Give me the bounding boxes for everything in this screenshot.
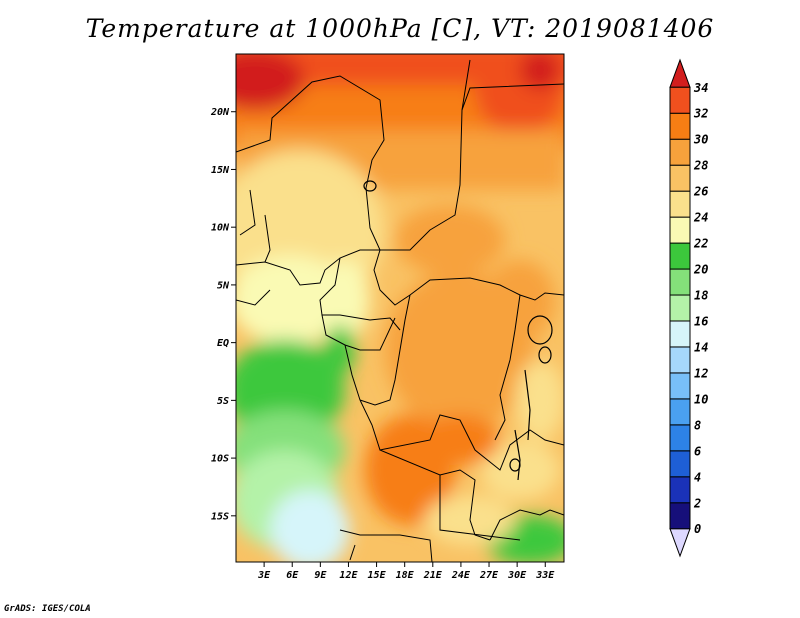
colorbar-swatch [669, 138, 691, 166]
colorbar-swatch [669, 398, 691, 426]
lakes [363, 180, 553, 481]
credit-label: GrADS: IGES/COLA [4, 604, 91, 614]
colorbar-level-label: 16 [694, 314, 708, 328]
lat-tick-label: 10N [211, 223, 230, 234]
lat-tick-label: 5S [217, 396, 229, 407]
colorbar-swatch [669, 216, 691, 244]
lon-tick-label: 24E [451, 570, 471, 581]
lat-tick-label: 15N [211, 165, 230, 176]
lon-tick-label: 18E [396, 570, 415, 581]
colorbar-swatch [669, 320, 691, 348]
colorbar-level-label: 6 [694, 444, 701, 458]
lon-tick-label: 9E [314, 570, 327, 581]
colorbar-level-label: 24 [693, 211, 708, 225]
map-frame [235, 53, 565, 563]
colorbar-level-label: 32 [693, 107, 708, 121]
colorbar-min-arrow [669, 528, 691, 558]
lon-tick-label: 12E [339, 570, 358, 581]
map-axes: 20N 15N 10N 5N EQ 5S 10S 15S 3E 6E 9E 12E 15E 18E 21E 2… [210, 107, 555, 581]
lon-tick-label: 27E [479, 570, 499, 581]
colorbar-level-label: 34 [693, 81, 708, 95]
colorbar-swatch [669, 502, 691, 530]
colorbar-level-label: 22 [693, 237, 708, 251]
lon-tick-label: 21E [423, 570, 443, 581]
lat-tick-label: 20N [210, 107, 230, 118]
colorbar-level-label: 12 [694, 366, 708, 380]
colorbar-swatch [669, 424, 691, 452]
lon-tick-label: 30E [507, 570, 527, 581]
colorbar-level-label: 8 [694, 418, 701, 432]
colorbar-swatch [669, 372, 691, 400]
colorbar-swatch [669, 268, 691, 296]
colorbar-level-label: 18 [694, 289, 708, 303]
colorbar-swatch [669, 190, 691, 218]
map-title: Temperature at 1000hPa [C], VT: 20190814… [85, 14, 715, 43]
country-borders [236, 59, 564, 562]
colorbar-level-label: 2 [693, 496, 701, 510]
colorbar-swatch [669, 242, 691, 270]
colorbar-max-arrow [669, 58, 691, 88]
colorbar-swatch [669, 294, 691, 322]
colorbar-level-label: 30 [693, 133, 708, 147]
lon-tick-label: 33E [535, 570, 555, 581]
lat-tick-label: EQ [217, 338, 229, 349]
lat-tick-label: 15S [211, 511, 229, 522]
lon-tick-label: 3E [257, 570, 271, 581]
lon-tick-label: 15E [368, 570, 387, 581]
colorbar-swatch [669, 164, 691, 192]
colorbar-level-label: 14 [694, 340, 708, 354]
colorbar-swatch [669, 450, 691, 478]
lon-tick-label: 6E [286, 570, 299, 581]
colorbar-level-label: 4 [694, 470, 701, 484]
colorbar-swatch [669, 112, 691, 140]
colorbar-level-label: 20 [693, 263, 708, 277]
colorbar-level-label: 10 [694, 392, 708, 406]
colorbar-swatch [669, 476, 691, 504]
colorbar-swatch [669, 86, 691, 114]
lat-tick-label: 10S [211, 454, 229, 465]
colorbar-level-label: 28 [693, 159, 708, 173]
temperature-field [236, 54, 564, 562]
colorbar-level-label: 0 [694, 522, 701, 536]
lat-tick-label: 5N [217, 280, 230, 291]
colorbar-swatch [669, 346, 691, 374]
colorbar-level-label: 26 [693, 185, 708, 199]
